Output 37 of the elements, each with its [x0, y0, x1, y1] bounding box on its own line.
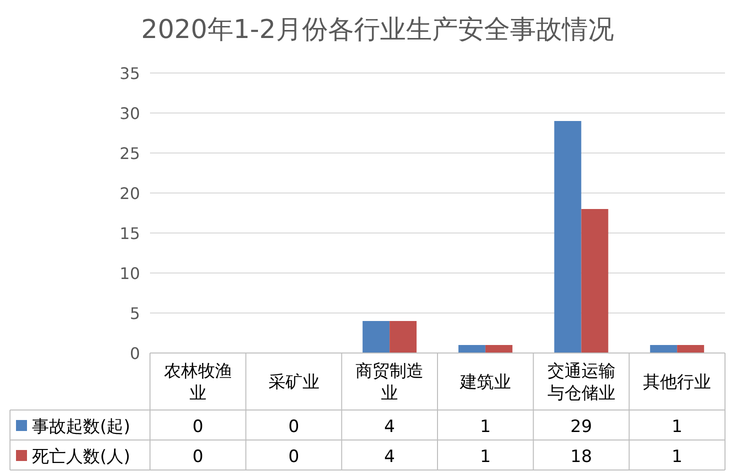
bar	[677, 345, 704, 353]
bar	[362, 321, 390, 353]
x-tick-label: 商贸制造业	[356, 362, 424, 404]
x-tick-label: 农林牧渔业	[164, 362, 232, 404]
bar	[458, 345, 486, 353]
bar	[485, 345, 512, 353]
x-tick-label: 其他行业	[643, 372, 712, 392]
legend-label: 死亡人数(人)	[32, 447, 130, 467]
data-label: 1	[672, 447, 682, 467]
data-label: 0	[288, 417, 300, 437]
x-tick-label: 建筑业	[458, 372, 511, 392]
y-tick-label: 20	[120, 184, 140, 203]
data-label: 1	[480, 447, 491, 467]
data-label: 29	[570, 417, 592, 437]
x-tick-label: 交通运输与仓储业	[547, 362, 616, 404]
bar	[554, 121, 582, 353]
y-tick-label: 5	[130, 304, 140, 323]
bar	[581, 209, 608, 353]
y-tick-label: 35	[120, 64, 140, 83]
data-label: 18	[570, 447, 592, 467]
data-label: 1	[480, 417, 491, 437]
y-tick-label: 25	[120, 144, 140, 163]
data-label: 0	[192, 447, 204, 467]
data-label: 0	[288, 447, 300, 467]
chart-title: 2020年1-2月份各行业生产安全事故情况	[141, 15, 614, 45]
x-tick-label: 采矿业	[268, 372, 320, 392]
legend-label: 事故起数(起)	[32, 417, 130, 437]
data-label: 0	[192, 417, 204, 437]
data-label: 4	[384, 417, 395, 437]
y-tick-label: 10	[120, 264, 140, 283]
y-tick-label: 0	[130, 344, 140, 363]
y-tick-label: 15	[120, 224, 140, 243]
bar	[650, 345, 678, 353]
data-label: 1	[672, 417, 682, 437]
data-label: 4	[384, 447, 395, 467]
y-tick-label: 30	[120, 104, 140, 123]
bar	[390, 321, 417, 353]
